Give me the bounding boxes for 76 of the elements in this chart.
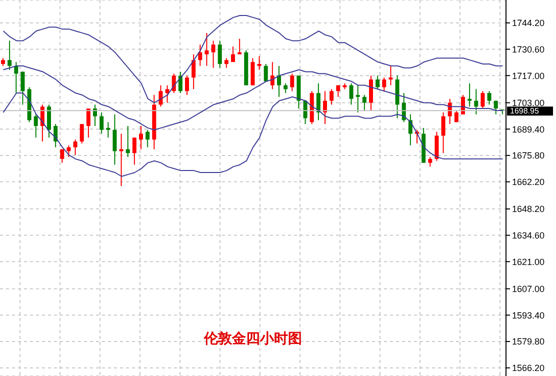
candlestick	[158, 84, 163, 108]
y-tick-label: 1689.40	[512, 124, 545, 134]
candlestick	[8, 40, 12, 70]
candlestick	[126, 125, 130, 158]
candlestick	[362, 94, 366, 111]
candlestick	[284, 82, 288, 94]
y-tick-label: 1579.80	[512, 336, 545, 347]
y-tick-label: 1566.20	[512, 363, 545, 374]
candlestick	[54, 124, 58, 148]
candlestick	[487, 90, 492, 106]
y-tick-label: 1744.20	[512, 18, 545, 28]
y-tick-label: 1634.60	[512, 230, 545, 240]
candlestick	[106, 122, 110, 138]
candlestick	[60, 148, 64, 164]
candlestick	[224, 58, 228, 68]
candlestick	[434, 131, 439, 162]
candlestick	[47, 104, 51, 138]
y-tick-label: 1703.00	[512, 98, 545, 108]
y-tick-label: 1607.00	[512, 284, 545, 294]
candlestick	[211, 40, 216, 68]
candlestick	[238, 38, 242, 55]
candlestick	[204, 32, 209, 66]
candlestick	[356, 84, 360, 113]
candlestick	[139, 125, 143, 150]
y-tick-label: 1730.60	[512, 44, 545, 54]
candlestick	[231, 46, 235, 63]
candlestick	[323, 90, 327, 125]
line-series	[2, 92, 504, 177]
candlestick	[34, 114, 38, 138]
text: 伦敦金四小时图	[202, 330, 303, 348]
y-tick-label: 1662.20	[512, 176, 545, 187]
y-tick-label: 1717.00	[512, 70, 545, 81]
candlestick	[218, 40, 222, 68]
candlestick	[112, 114, 117, 166]
candlestick	[330, 88, 334, 106]
candlestick	[480, 90, 485, 110]
candlestick	[369, 75, 373, 111]
candlestick	[376, 75, 380, 90]
y-tick-label: 1621.00	[512, 256, 545, 267]
candlestick	[86, 108, 90, 138]
candlestick	[382, 77, 386, 92]
candlestick	[20, 71, 25, 106]
y-tick-label: 1675.80	[512, 150, 545, 161]
candlestick	[66, 144, 71, 158]
candlestick	[146, 129, 150, 148]
candlestick	[441, 112, 446, 154]
candlestick	[264, 63, 268, 82]
candlestick	[165, 84, 170, 104]
candlestick	[119, 133, 124, 187]
candlestick	[185, 75, 189, 96]
candlestick	[100, 112, 104, 134]
candlestick	[290, 73, 294, 92]
candlestick	[474, 88, 478, 115]
y-tick-label: 1648.20	[512, 204, 545, 214]
candlestick	[132, 137, 136, 166]
y-tick-label: 1593.40	[512, 310, 545, 320]
candlestick	[349, 82, 354, 106]
candlestick	[93, 104, 97, 126]
candlestick	[250, 58, 255, 86]
candlestick	[73, 139, 78, 156]
candlestick	[277, 65, 281, 98]
candlestick	[178, 71, 182, 94]
candlestick	[494, 100, 498, 115]
line-series	[2, 15, 504, 104]
line-series	[2, 65, 504, 130]
candlestick	[257, 56, 262, 70]
candlestick	[80, 124, 84, 144]
candlestick	[388, 65, 393, 86]
ref-line-label: 1698.95	[510, 106, 540, 116]
candlestick	[198, 44, 202, 66]
candlestick	[172, 73, 176, 94]
candlestick	[468, 82, 472, 108]
candlestick	[316, 82, 320, 121]
candlestick	[192, 54, 196, 90]
candlestick	[270, 62, 274, 90]
candlestick	[428, 156, 432, 168]
